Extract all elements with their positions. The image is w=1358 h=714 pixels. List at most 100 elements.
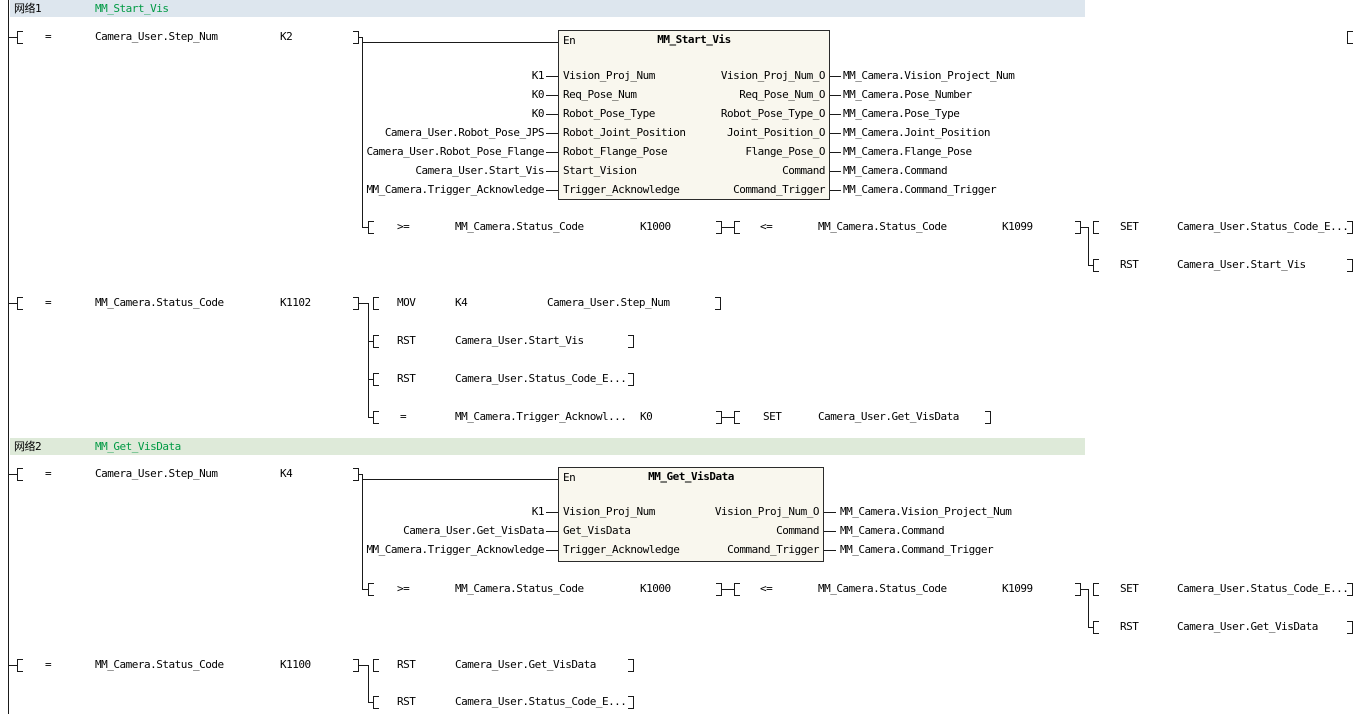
compare-operand[interactable]: MM_Camera.Status_Code (455, 220, 584, 233)
fb-input-operand[interactable]: MM_Camera.Trigger_Acknowledge (366, 543, 544, 556)
coil-instruction[interactable]: RST (1120, 620, 1139, 633)
compare-value[interactable]: K1000 (640, 582, 671, 595)
fb-input-operand[interactable]: Camera_User.Robot_Pose_Flange (366, 145, 544, 158)
fb-output-operand[interactable]: MM_Camera.Command (843, 164, 948, 177)
instruction-operand[interactable]: Camera_User.Get_VisData (455, 658, 596, 671)
network1-title[interactable]: MM_Start_Vis (95, 2, 169, 15)
fb-input-operand[interactable]: MM_Camera.Trigger_Acknowledge (366, 183, 544, 196)
fb-input-pin: Robot_Pose_Type (563, 107, 655, 120)
compare-operand[interactable]: MM_Camera.Status_Code (818, 582, 947, 595)
compare-operator[interactable]: = (45, 296, 52, 309)
pin-stub (830, 133, 841, 134)
network2-header-bar[interactable] (10, 438, 1085, 455)
compare-operand[interactable]: Camera_User.Step_Num (95, 30, 218, 43)
coil-operand[interactable]: Camera_User.Status_Code_E... (1177, 582, 1349, 595)
compare-operand[interactable]: MM_Camera.Status_Code (455, 582, 584, 595)
coil-operand[interactable]: Camera_User.Get_VisData (818, 410, 959, 423)
network2-title[interactable]: MM_Get_VisData (95, 440, 181, 453)
fb-output-pin: Vision_Proj_Num_O (714, 505, 820, 518)
compare-operand[interactable]: MM_Camera.Status_Code (95, 658, 224, 671)
fb-output-pin: Vision_Proj_Num_O (720, 69, 826, 82)
pin-stub (546, 114, 558, 115)
compare-operator[interactable]: = (45, 658, 52, 671)
compare-operator[interactable]: <= (760, 582, 773, 595)
compare-operator[interactable]: <= (760, 220, 773, 233)
instruction-operand[interactable]: Camera_User.Step_Num (547, 296, 670, 309)
instruction-operand[interactable]: Camera_User.Status_Code_E... (455, 372, 627, 385)
wire (358, 303, 369, 304)
instruction-right-bracket (628, 659, 634, 672)
coil-operand[interactable]: Camera_User.Status_Code_E... (1177, 220, 1349, 233)
fb-output-operand[interactable]: MM_Camera.Pose_Number (843, 88, 972, 101)
network1-label[interactable]: 网络1 (14, 2, 42, 15)
compare-value[interactable]: K1100 (280, 658, 311, 671)
fb-title[interactable]: MM_Start_Vis (657, 33, 731, 46)
compare-operand[interactable]: MM_Camera.Status_Code (818, 220, 947, 233)
compare-operator[interactable]: >= (397, 220, 410, 233)
compare-operand[interactable]: Camera_User.Step_Num (95, 467, 218, 480)
compare-operator[interactable]: = (45, 30, 52, 43)
wire (362, 227, 369, 228)
coil-instruction[interactable]: SET (763, 410, 782, 423)
compare-value[interactable]: K1099 (1002, 582, 1033, 595)
compare-operator[interactable]: >= (397, 582, 410, 595)
coil-instruction[interactable]: RST (1120, 258, 1139, 271)
compare-value[interactable]: K1102 (280, 296, 311, 309)
function-block-mm-get-visdata[interactable] (558, 467, 824, 562)
contact-left-bracket (17, 468, 23, 481)
compare-value[interactable]: K0 (640, 410, 653, 423)
fb-output-operand[interactable]: MM_Camera.Vision_Project_Num (843, 69, 1015, 82)
fb-title[interactable]: MM_Get_VisData (648, 470, 734, 483)
instruction-operand[interactable]: Camera_User.Start_Vis (455, 334, 584, 347)
fb-output-operand[interactable]: MM_Camera.Command_Trigger (840, 543, 994, 556)
fb-output-pin: Robot_Pose_Type_O (720, 107, 826, 120)
compare-value[interactable]: K2 (280, 30, 293, 43)
fb-input-operand[interactable]: K1 (531, 69, 545, 82)
compare-value[interactable]: K4 (280, 467, 293, 480)
wire (721, 417, 735, 418)
branch-wire (368, 665, 369, 703)
coil-instruction[interactable]: SET (1120, 582, 1139, 595)
fb-input-operand[interactable]: Camera_User.Start_Vis (415, 164, 544, 177)
fb-output-pin: Req_Pose_Num_O (739, 88, 825, 101)
branch-wire (362, 37, 363, 228)
compare-operand[interactable]: MM_Camera.Status_Code (95, 296, 224, 309)
instruction[interactable]: RST (397, 334, 416, 347)
fb-output-operand[interactable]: MM_Camera.Pose_Type (843, 107, 960, 120)
instruction-operand[interactable]: Camera_User.Status_Code_E... (455, 695, 627, 708)
compare-operator[interactable]: = (45, 467, 52, 480)
fb-output-operand[interactable]: MM_Camera.Vision_Project_Num (840, 505, 1012, 518)
pin-stub (830, 171, 841, 172)
fb-output-operand[interactable]: MM_Camera.Command_Trigger (843, 183, 997, 196)
pin-stub (824, 531, 836, 532)
compare-operator[interactable]: = (400, 410, 407, 423)
compare-value[interactable]: K1000 (640, 220, 671, 233)
rung-continuation-bracket (1347, 31, 1353, 44)
instruction[interactable]: RST (397, 695, 416, 708)
fb-input-operand[interactable]: K0 (531, 88, 545, 101)
instruction[interactable]: RST (397, 658, 416, 671)
compare-value[interactable]: K1099 (1002, 220, 1033, 233)
network2-label[interactable]: 网络2 (14, 440, 42, 453)
instruction[interactable]: RST (397, 372, 416, 385)
fb-input-operand[interactable]: Camera_User.Get_VisData (403, 524, 544, 537)
fb-input-operand[interactable]: Camera_User.Robot_Pose_JPS (384, 126, 545, 139)
fb-input-operand[interactable]: K1 (531, 505, 545, 518)
fb-input-pin: Vision_Proj_Num (563, 69, 655, 82)
fb-output-operand[interactable]: MM_Camera.Joint_Position (843, 126, 990, 139)
contact-left-bracket (368, 221, 374, 234)
fb-input-operand[interactable]: K0 (531, 107, 545, 120)
wire (362, 589, 369, 590)
fb-input-pin: Start_Vision (563, 164, 637, 177)
wire (1080, 589, 1089, 590)
instruction[interactable]: MOV (397, 296, 416, 309)
fb-output-operand[interactable]: MM_Camera.Flange_Pose (843, 145, 972, 158)
fb-output-operand[interactable]: MM_Camera.Command (840, 524, 945, 537)
coil-operand[interactable]: Camera_User.Get_VisData (1177, 620, 1318, 633)
network1-header-bar[interactable] (10, 0, 1085, 17)
instruction-operand[interactable]: K4 (455, 296, 468, 309)
compare-operand[interactable]: MM_Camera.Trigger_Acknowl... (455, 410, 627, 423)
function-block-mm-start-vis[interactable] (558, 30, 830, 200)
coil-instruction[interactable]: SET (1120, 220, 1139, 233)
coil-operand[interactable]: Camera_User.Start_Vis (1177, 258, 1306, 271)
